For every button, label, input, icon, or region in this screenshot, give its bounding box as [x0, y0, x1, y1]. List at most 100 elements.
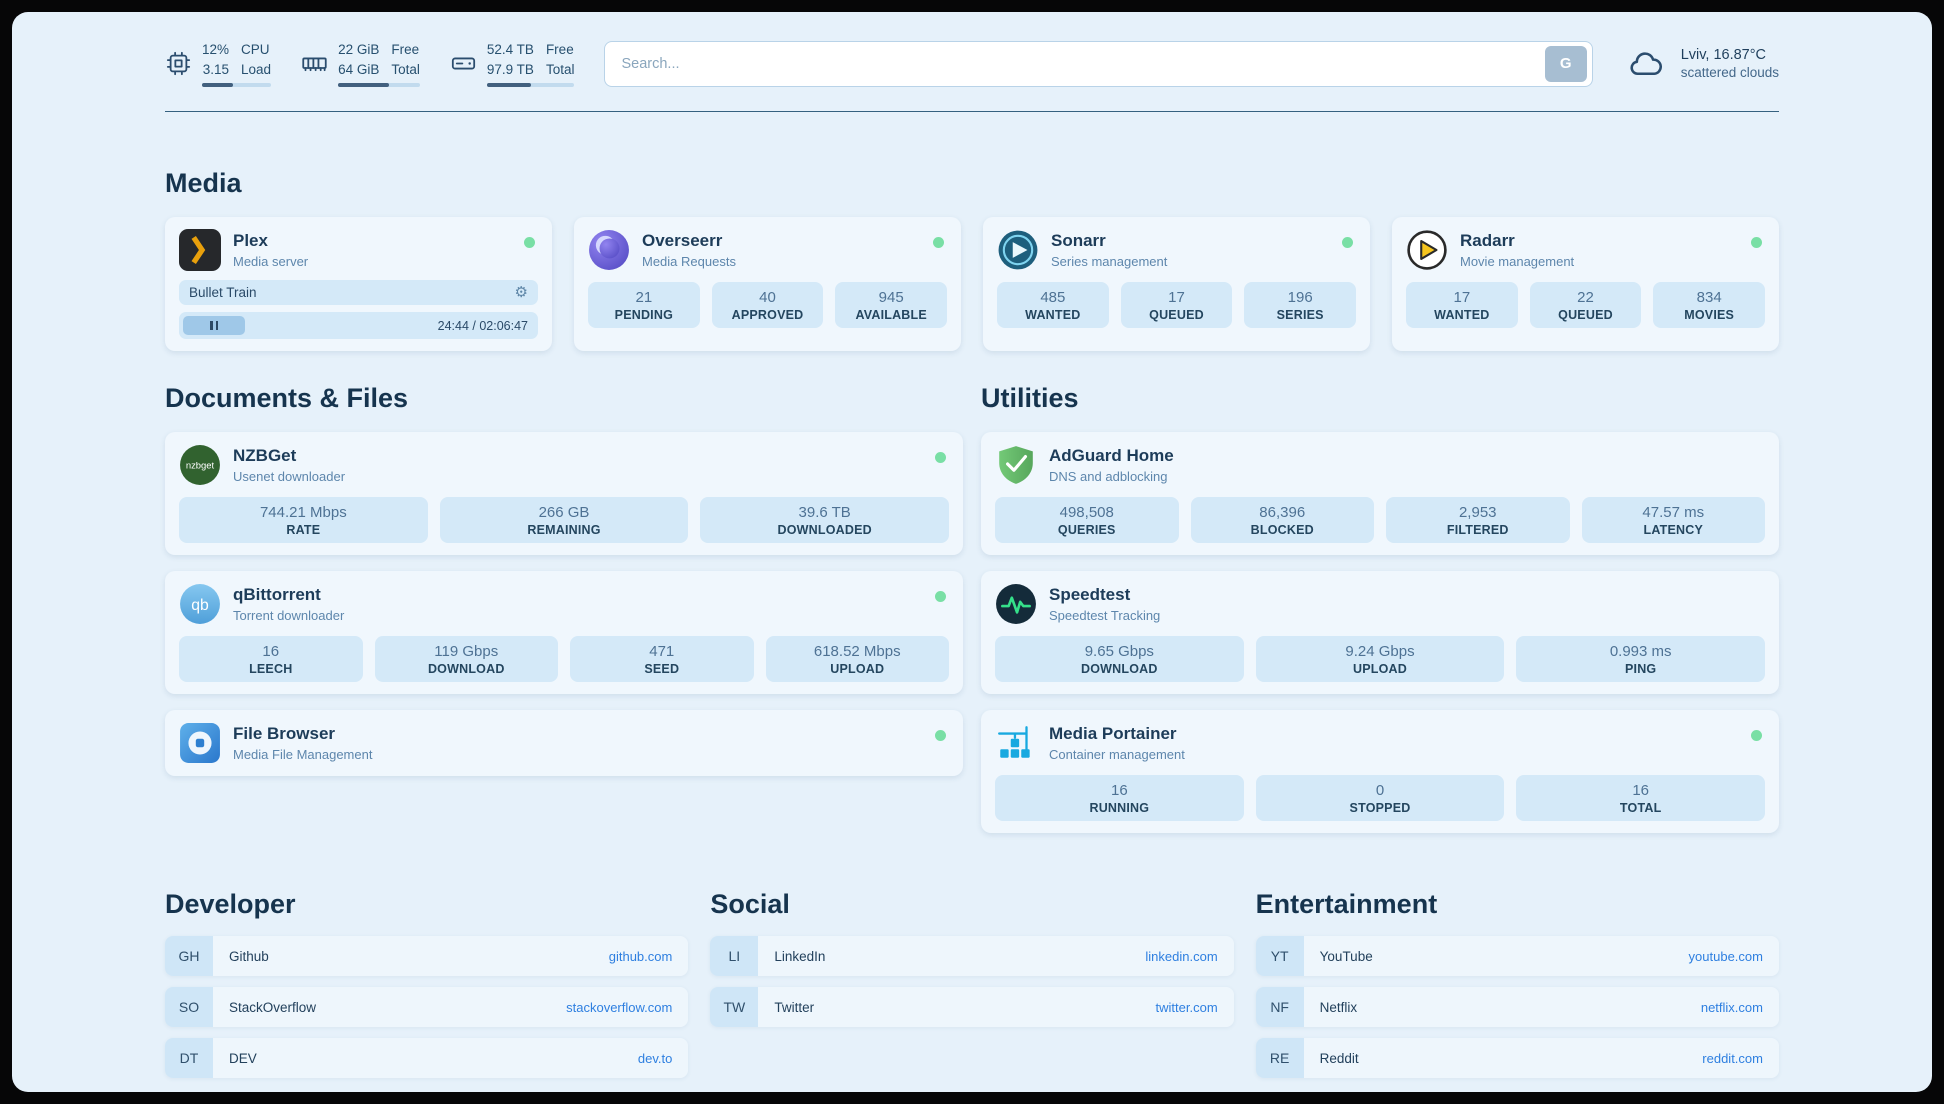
- stat-label: AVAILABLE: [855, 308, 927, 323]
- stat-label: APPROVED: [731, 308, 804, 323]
- bookmark-link[interactable]: stackoverflow.com: [566, 999, 673, 1015]
- bookmark-name: StackOverflow: [229, 999, 317, 1015]
- bookmark-link[interactable]: dev.to: [637, 1050, 673, 1066]
- bookmark-body: Reddit reddit.com: [1303, 1038, 1779, 1079]
- bookmark-item-netflix[interactable]: NF Netflix netflix.com: [1255, 987, 1779, 1028]
- service-card-nzbget: nzbget NZBGet Usenet downloader 744.21 M…: [165, 432, 963, 556]
- bookmark-link[interactable]: reddit.com: [1702, 1050, 1763, 1066]
- status-dot: [1342, 237, 1353, 249]
- bookmark-link[interactable]: netflix.com: [1700, 999, 1763, 1015]
- memory-free-value: 22 GiB: [338, 42, 380, 57]
- service-description: Container management: [1049, 747, 1185, 763]
- overseerr-icon: [588, 229, 630, 271]
- stat-ping: 0.993 ms PING: [1516, 636, 1766, 683]
- cpu-monitor-values: 12% 3.15 CPU Load: [202, 40, 271, 79]
- cpu-usage-label: CPU: [241, 42, 270, 57]
- service-link-sonarr[interactable]: Sonarr Series management: [997, 229, 1356, 271]
- stat-value: 16: [262, 643, 280, 661]
- stat-label: RUNNING: [1089, 801, 1150, 816]
- bookmark-item-youtube[interactable]: YT YouTube youtube.com: [1255, 936, 1779, 977]
- service-card-speedtest: Speedtest Speedtest Tracking 9.65 Gbps D…: [981, 571, 1779, 695]
- bookmark-link[interactable]: github.com: [608, 948, 673, 964]
- stat-downloaded: 39.6 TB DOWNLOADED: [700, 497, 950, 544]
- search-bar: G: [604, 40, 1593, 87]
- stat-value: 498,508: [1059, 504, 1114, 522]
- cpu-usage-value: 12%: [202, 42, 230, 57]
- radarr-icon: [1406, 229, 1448, 271]
- memory-labels-column: Free Total: [391, 40, 420, 79]
- service-name: Radarr: [1460, 231, 1515, 251]
- service-link-plex[interactable]: Plex Media server: [179, 229, 538, 272]
- service-link-qbittorrent[interactable]: qb qBittorrent Torrent downloader: [179, 583, 949, 625]
- disk-values-column: 52.4 TB 97.9 TB: [487, 40, 534, 79]
- disk-icon: [451, 57, 475, 70]
- service-name: AdGuard Home: [1049, 446, 1174, 466]
- sonarr-icon: [997, 229, 1039, 271]
- stat-label: RATE: [286, 523, 321, 538]
- stat-upload: 618.52 Mbps UPLOAD: [765, 636, 949, 683]
- service-link-overseerr[interactable]: Overseerr Media Requests: [588, 229, 947, 271]
- stats-row: 17 WANTED 22 QUEUED 834 MOVIES: [1406, 282, 1766, 329]
- stat-value: 618.52 Mbps: [813, 643, 901, 661]
- search-provider-button[interactable]: G: [1544, 45, 1587, 82]
- status-dot: [935, 591, 946, 603]
- disk-progress-fill: [486, 83, 531, 88]
- status-dot: [1751, 237, 1762, 249]
- service-link-speedtest[interactable]: Speedtest Speedtest Tracking: [995, 583, 1765, 625]
- bookmark-item-github[interactable]: GH Github github.com: [165, 936, 689, 977]
- bookmark-abbr: LI: [710, 936, 759, 977]
- bookmark-item-stackoverflow[interactable]: SO StackOverflow stackoverflow.com: [165, 987, 689, 1028]
- bookmark-body: Twitter twitter.com: [758, 987, 1234, 1028]
- search-input[interactable]: [605, 55, 1545, 72]
- status-dot: [524, 237, 535, 249]
- service-link-filebrowser[interactable]: File Browser Media File Management: [179, 722, 949, 764]
- stat-label: DOWNLOAD: [1081, 662, 1158, 677]
- stat-label: UPLOAD: [830, 662, 885, 677]
- bookmark-item-twitter[interactable]: TW Twitter twitter.com: [710, 987, 1234, 1028]
- stat-value: 834: [1696, 289, 1722, 307]
- memory-values-column: 22 GiB 64 GiB: [338, 40, 379, 79]
- stat-total: 16 TOTAL: [1516, 775, 1766, 822]
- memory-total-label: Total: [391, 61, 420, 77]
- bookmark-link[interactable]: linkedin.com: [1145, 948, 1218, 964]
- memory-icon: [302, 57, 327, 72]
- service-link-adguard[interactable]: AdGuard Home DNS and adblocking: [995, 444, 1765, 486]
- cpu-values-column: 12% 3.15: [202, 40, 229, 79]
- bookmark-item-linkedin[interactable]: LI LinkedIn linkedin.com: [710, 936, 1234, 977]
- service-description: DNS and adblocking: [1049, 469, 1168, 485]
- service-description: Movie management: [1460, 254, 1575, 270]
- cpu-load-label: Load: [241, 61, 272, 77]
- weather-text: Lviv, 16.87°C scattered clouds: [1681, 47, 1779, 80]
- bookmark-link[interactable]: twitter.com: [1155, 999, 1218, 1015]
- stat-value: 39.6 TB: [798, 504, 851, 522]
- stat-wanted: 485 WANTED: [997, 282, 1109, 329]
- stat-rate: 744.21 Mbps RATE: [179, 497, 428, 544]
- stat-value: 21: [635, 289, 653, 307]
- adguard-icon: [995, 444, 1037, 486]
- stat-label: PING: [1624, 662, 1657, 677]
- bookmark-item-dev[interactable]: DT DEV dev.to: [165, 1038, 689, 1079]
- service-card-overseerr: Overseerr Media Requests 21 PENDING 40 A…: [574, 217, 961, 352]
- memory-monitor-values: 22 GiB 64 GiB Free Total: [338, 40, 420, 79]
- service-link-radarr[interactable]: Radarr Movie management: [1406, 229, 1765, 271]
- bookmark-name: Netflix: [1319, 999, 1358, 1015]
- memory-progress-fill: [338, 83, 389, 88]
- stat-seed: 471 SEED: [570, 636, 754, 683]
- service-name: NZBGet: [233, 446, 297, 466]
- stat-value: 744.21 Mbps: [259, 504, 347, 522]
- stat-value: 16: [1632, 782, 1650, 800]
- cloud-icon: [1630, 51, 1662, 75]
- service-link-nzbget[interactable]: nzbget NZBGet Usenet downloader: [179, 444, 949, 486]
- bookmark-group-entertainment: Entertainment YT YouTube youtube.com NF …: [1255, 889, 1779, 1079]
- filebrowser-icon: [179, 722, 221, 764]
- memory-progress-track: [338, 83, 420, 88]
- service-name: qBittorrent: [233, 585, 321, 605]
- cpu-progress-track: [202, 83, 272, 88]
- bookmark-link[interactable]: youtube.com: [1688, 948, 1763, 964]
- bookmark-item-reddit[interactable]: RE Reddit reddit.com: [1255, 1038, 1779, 1079]
- stat-value: 471: [649, 643, 675, 661]
- service-link-portainer[interactable]: Media Portainer Container management: [995, 722, 1765, 764]
- stat-value: 2,953: [1458, 504, 1497, 522]
- stat-label: REMAINING: [527, 523, 601, 538]
- gear-icon[interactable]: ⚙: [514, 284, 528, 302]
